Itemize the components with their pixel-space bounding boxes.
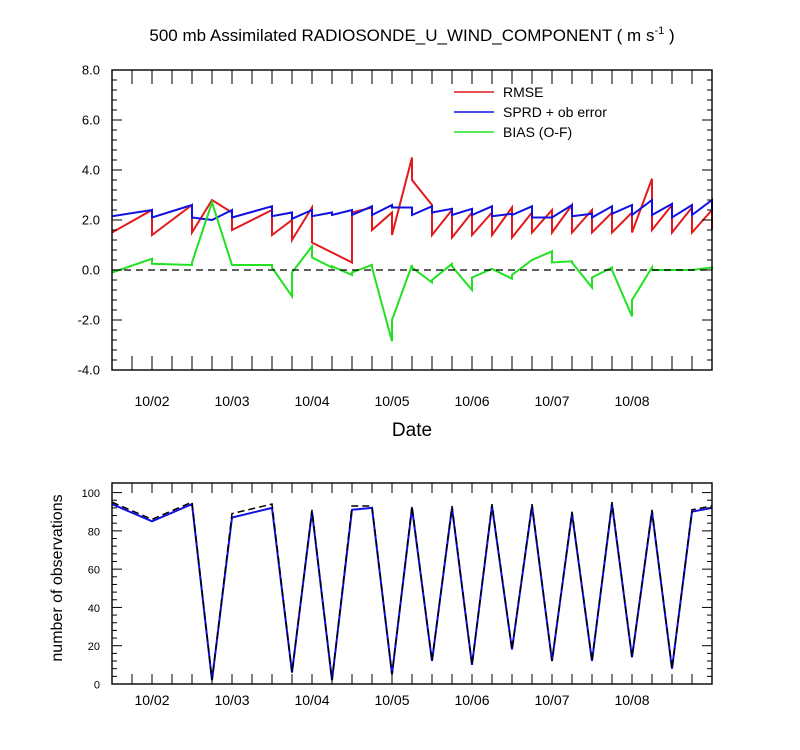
top-y-tick-label: 8.0 [82,63,100,78]
x-axis-title: Date [392,420,432,441]
legend-label-rmse: RMSE [503,84,543,100]
top-x-tick-label: 10/06 [454,393,489,409]
bottom-y-tick-label: 100 [82,488,100,500]
top-y-tick-label: 4.0 [82,163,100,178]
top-plot-frame [111,69,713,371]
bottom-axis-ticks: 0 20 40 60 80 100 10/02 10/03 10/04 10/05 10/06 10/… [82,483,713,708]
top-y-tick-label: -4.0 [78,363,100,378]
chart-title-end: ) [664,26,674,45]
top-x-tick-label: 10/03 [214,393,249,409]
top-axis-ticks: -4.0 -2.0 0.0 2.0 4.0 6.0 8.0 10/02 10/03 10/04 10… [78,63,713,409]
top-x-tick-label: 10/07 [534,393,569,409]
bottom-x-tick-label: 10/06 [454,692,489,708]
top-series-rmse [111,157,713,265]
top-panel: -4.0 -2.0 0.0 2.0 4.0 6.0 8.0 10/02 10/03 10/04 10… [78,63,713,441]
top-series-sprd-ob-error [111,198,713,222]
chart-title: 500 mb Assimilated RADIOSONDE_U_WIND_COM… [149,25,674,45]
chart-title-main: 500 mb Assimilated RADIOSONDE_U_WIND_COM… [149,26,654,45]
top-x-tick-label: 10/04 [294,393,329,409]
bottom-x-tick-label: 10/07 [534,692,569,708]
top-y-tick-label: -2.0 [78,313,100,328]
bottom-x-tick-label: 10/08 [614,692,649,708]
bottom-x-tick-label: 10/05 [374,692,409,708]
bottom-x-tick-label: 10/02 [134,692,169,708]
legend: RMSE SPRD + ob error BIAS (O-F) [454,84,607,140]
bottom-plot-frame [111,482,713,685]
top-series-layer [111,157,713,342]
bottom-x-tick-label: 10/03 [214,692,249,708]
bottom-y-tick-label: 20 [88,641,100,653]
bottom-panel: 0 20 40 60 80 100 10/02 10/03 10/04 10/05 10/06 10/… [49,482,713,708]
top-x-tick-label: 10/02 [134,393,169,409]
y-axis-title-observations: number of observations [49,494,66,661]
legend-label-sprd: SPRD + ob error [503,104,607,120]
bottom-y-tick-label: 80 [88,526,100,538]
chart-title-unit-exponent: -1 [654,25,664,37]
bottom-x-tick-label: 10/04 [294,692,329,708]
legend-label-bias: BIAS (O-F) [503,124,572,140]
bottom-series-possible [111,501,713,681]
top-y-tick-label: 6.0 [82,113,100,128]
top-y-tick-label: 2.0 [82,213,100,228]
bottom-y-tick-label: 40 [88,603,100,615]
top-series-bias-o-f [111,199,713,342]
bottom-series-layer [111,501,713,681]
top-y-tick-label: 0.0 [82,263,100,278]
bottom-y-tick-label: 60 [88,565,100,577]
top-x-tick-label: 10/08 [614,393,649,409]
top-x-tick-label: 10/05 [374,393,409,409]
bottom-y-tick-label: 0 [94,680,100,692]
